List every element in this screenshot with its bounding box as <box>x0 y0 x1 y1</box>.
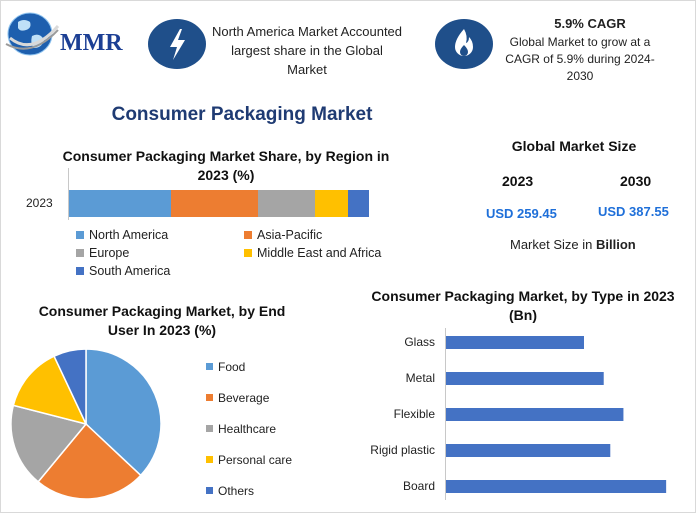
legend-swatch <box>76 248 84 257</box>
pie-legend-item-others: Others <box>206 484 254 498</box>
region-category-label: 2023 <box>26 196 53 210</box>
pie-legend-item-personal-care: Personal care <box>206 453 292 467</box>
pie-legend-item-healthcare: Healthcare <box>206 422 276 436</box>
region-chart-title: Consumer Packaging Market Share, by Regi… <box>62 148 390 183</box>
type-bar-flexible <box>446 408 624 421</box>
legend-label: Middle East and Africa <box>257 246 382 260</box>
legend-label: Others <box>218 484 255 498</box>
lightning-icon <box>148 19 206 69</box>
type-label-flexible: Flexible <box>393 407 435 421</box>
type-label-rigid-plastic: Rigid plastic <box>370 443 435 457</box>
legend-label: South America <box>89 264 171 278</box>
type-bar-metal <box>446 372 604 385</box>
value-2030: USD 387.55 <box>598 204 669 219</box>
region-stacked-bar <box>69 190 369 217</box>
cagr-text: Global Market to grow at a CAGR of 5.9% … <box>505 35 655 83</box>
legend-label: Healthcare <box>218 422 277 436</box>
legend-swatch <box>206 456 213 464</box>
legend-item-europe: Europe <box>76 246 129 260</box>
logo-text: MMR <box>60 30 123 56</box>
type-bar-rigid-plastic <box>446 444 611 457</box>
legend-item-middle-east-and-africa: Middle East and Africa <box>244 246 381 260</box>
highlight-text: North America Market Accounted largest s… <box>211 24 403 77</box>
type-category-labels: Glass Metal Flexible Rigid plastic Board <box>355 328 439 500</box>
type-bar-board <box>446 480 667 493</box>
market-size-title: Global Market Size <box>511 138 637 154</box>
pie-slice-healthcare <box>10 404 88 483</box>
type-chart-title: Consumer Packaging Market, by Type in 20… <box>371 288 675 323</box>
legend-label: North America <box>89 228 169 242</box>
type-bar-chart <box>446 336 667 493</box>
legend-label: Personal care <box>218 453 293 467</box>
legend-swatch <box>76 230 84 239</box>
legend-swatch <box>244 230 252 239</box>
pie-slice-beverage <box>37 422 142 500</box>
type-label-board: Board <box>402 479 435 493</box>
globe-icon <box>5 12 60 56</box>
flame-icon <box>435 19 493 69</box>
legend-item-asia-pacific: Asia-Pacific <box>244 228 322 242</box>
legend-label: Beverage <box>218 391 270 405</box>
legend-item-south-america: South America <box>76 264 170 278</box>
unit-prefix: Market Size in <box>510 237 593 252</box>
type-label-metal: Metal <box>405 371 435 385</box>
legend-item-north-america: North America <box>76 228 168 242</box>
end-user-pie <box>10 348 162 500</box>
year-2030-label: 2030 <box>620 173 652 189</box>
pie-slice-others <box>53 348 87 425</box>
end-user-legend: Food Beverage Healthcare Personal care Other… <box>206 360 316 500</box>
legend-swatch <box>206 394 213 402</box>
legend-swatch <box>206 425 213 433</box>
value-2023: USD 259.45 <box>486 206 557 221</box>
legend-label: Europe <box>89 246 130 260</box>
legend-swatch <box>206 363 213 371</box>
legend-label: Asia-Pacific <box>257 228 323 242</box>
unit-bold: Billion <box>596 237 636 252</box>
year-2023-label: 2023 <box>502 173 534 189</box>
region-bar-segment-north-america <box>69 190 171 217</box>
region-bar-segment-south-america <box>348 190 369 217</box>
region-axis-line <box>68 168 69 220</box>
pie-legend-item-beverage: Beverage <box>206 391 269 405</box>
region-legend: North America Asia-Pacific Europe Middle Ea… <box>76 228 406 284</box>
pie-slice-food <box>85 348 162 477</box>
pie-legend-item-food: Food <box>206 360 245 374</box>
legend-swatch <box>244 248 252 257</box>
type-label-glass: Glass <box>404 335 435 349</box>
legend-swatch <box>76 266 84 275</box>
legend-label: Food <box>218 360 246 374</box>
legend-swatch <box>206 487 213 495</box>
page-title: Consumer Packaging Market <box>111 104 373 125</box>
market-size-unit: Market Size in Billion <box>510 237 636 252</box>
region-bar-segment-middle-east-and-africa <box>315 190 348 217</box>
type-bar-glass <box>446 336 584 349</box>
region-bar-segment-europe <box>258 190 315 217</box>
pie-slice-personal-care <box>12 355 88 426</box>
end-user-chart-title: Consumer Packaging Market, by End User I… <box>38 303 286 338</box>
region-bar-segment-asia-pacific <box>171 190 258 217</box>
type-axis-line <box>445 328 446 500</box>
cagr-title: 5.9% CAGR <box>554 16 626 31</box>
